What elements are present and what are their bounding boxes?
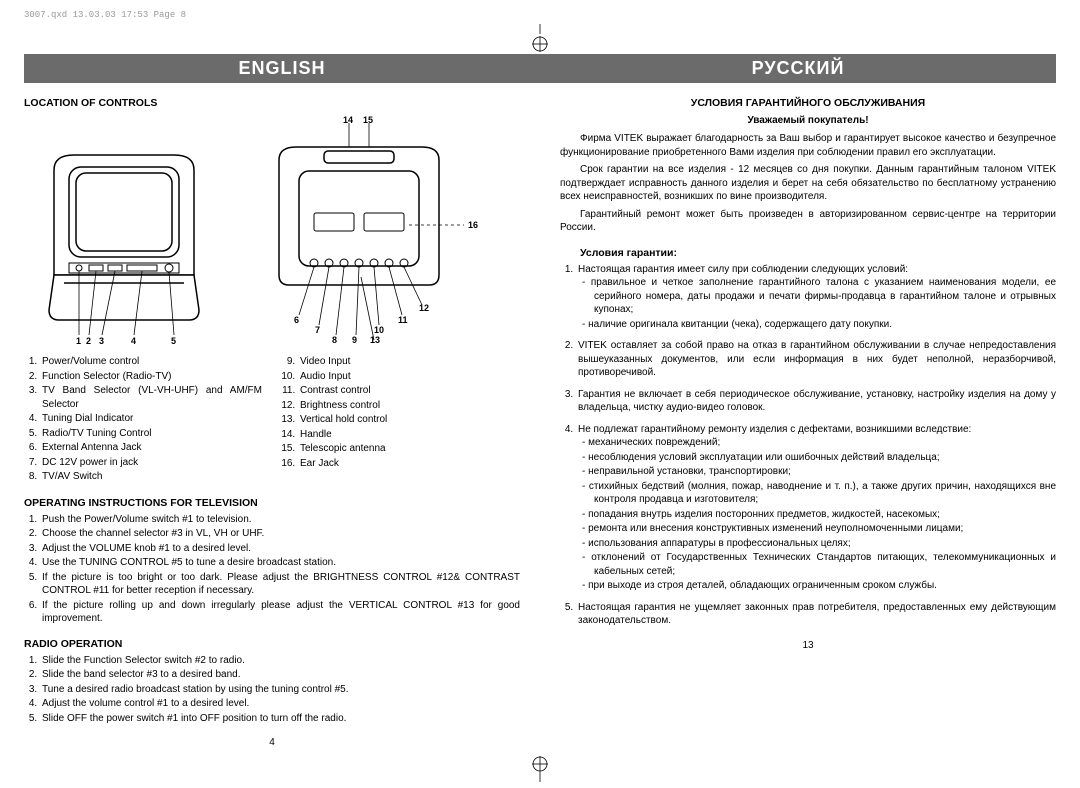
legend-item: Handle <box>298 428 520 442</box>
radio-instructions-list: Slide the Function Selector switch #2 to… <box>24 654 520 726</box>
warranty-para: Гарантийный ремонт может быть произведен… <box>560 208 1056 235</box>
legend-item: Tuning Dial Indicator <box>40 412 262 426</box>
legend-item: Vertical hold control <box>298 413 520 427</box>
condition-subitem: стихийных бедствий (молния, пожар, навод… <box>592 480 1056 507</box>
legend-list-b: Video Input Audio Input Contrast control… <box>282 355 520 470</box>
legend-item: Radio/TV Tuning Control <box>40 427 262 441</box>
instruction-item: Slide OFF the power switch #1 into OFF p… <box>40 712 520 726</box>
svg-text:1: 1 <box>76 336 81 345</box>
controls-legend: Power/Volume control Function Selector (… <box>24 355 520 485</box>
instruction-item: Adjust the VOLUME knob #1 to a desired l… <box>40 542 520 556</box>
condition-item: VITEK оставляет за собой право на отказ … <box>576 339 1056 380</box>
instruction-item: Adjust the volume control #1 to a desire… <box>40 697 520 711</box>
legend-list-a: Power/Volume control Function Selector (… <box>24 355 262 484</box>
heading-warranty: УСЛОВИЯ ГАРАНТИЙНОГО ОБСЛУЖИВАНИЯ <box>560 97 1056 109</box>
instruction-item: Push the Power/Volume switch #1 to telev… <box>40 513 520 527</box>
svg-text:12: 12 <box>419 303 429 313</box>
svg-text:3: 3 <box>99 336 104 345</box>
svg-text:8: 8 <box>332 335 337 345</box>
crop-mark-bottom <box>0 748 1080 785</box>
conditions-list: Настоящая гарантия имеет силу при соблюд… <box>560 263 1056 628</box>
figures-row: 1 2 3 4 5 14 <box>24 115 520 345</box>
condition-item: Настоящая гарантия не ущемляет законных … <box>576 601 1056 628</box>
banner-russian: РУССКИЙ <box>540 54 1056 83</box>
svg-text:9: 9 <box>352 335 357 345</box>
printer-header: 3007.qxd 13.03.03 17:53 Page 8 <box>0 0 1080 24</box>
legend-item: Power/Volume control <box>40 355 262 369</box>
instruction-item: Use the TUNING CONTROL #5 to tune a desi… <box>40 556 520 570</box>
svg-text:5: 5 <box>171 336 176 345</box>
condition-subitem: наличие оригинала квитанции (чека), соде… <box>592 318 1056 332</box>
svg-text:14: 14 <box>343 115 353 125</box>
svg-text:6: 6 <box>294 315 299 325</box>
banner-english: ENGLISH <box>24 54 540 83</box>
legend-item: Contrast control <box>298 384 520 398</box>
heading-radio-operation: RADIO OPERATION <box>24 638 520 650</box>
condition-subitem: при выходе из строя деталей, обладающих … <box>592 579 1056 593</box>
column-english: LOCATION OF CONTROLS <box>24 93 520 748</box>
condition-item: Гарантия не включает в себя периодическо… <box>576 388 1056 415</box>
instruction-item: Slide the band selector #3 to a desired … <box>40 668 520 682</box>
legend-item: DC 12V power in jack <box>40 456 262 470</box>
instruction-item: Slide the Function Selector switch #2 to… <box>40 654 520 668</box>
legend-item: Telescopic antenna <box>298 442 520 456</box>
column-russian: УСЛОВИЯ ГАРАНТИЙНОГО ОБСЛУЖИВАНИЯ Уважае… <box>560 93 1056 748</box>
condition-subitem: правильное и четкое заполнение гарантийн… <box>592 276 1056 317</box>
condition-item: Не подлежат гарантийному ремонту изделия… <box>576 423 1056 593</box>
crop-mark-top <box>0 24 1080 54</box>
svg-text:2: 2 <box>86 336 91 345</box>
condition-subitem: механических повреждений; <box>592 436 1056 450</box>
language-banner-row: ENGLISH РУССКИЙ <box>24 54 1056 83</box>
figure-tv-front: 1 2 3 4 5 <box>24 135 224 345</box>
svg-text:4: 4 <box>131 336 136 345</box>
condition-sublist: правильное и четкое заполнение гарантийн… <box>578 276 1056 331</box>
condition-item: Настоящая гарантия имеет силу при соблюд… <box>576 263 1056 332</box>
condition-subitem: неправильной установки, транспортировки; <box>592 465 1056 479</box>
condition-subitem: попадания внутрь изделия посторонних пре… <box>592 508 1056 522</box>
figure-tv-rear: 14 15 <box>244 115 484 345</box>
legend-item: Ear Jack <box>298 457 520 471</box>
instruction-item: Tune a desired radio broadcast station b… <box>40 683 520 697</box>
instruction-item: If the picture is too bright or too dark… <box>40 571 520 598</box>
tv-instructions-list: Push the Power/Volume switch #1 to telev… <box>24 513 520 626</box>
page-number-left: 4 <box>24 737 520 748</box>
legend-item: Audio Input <box>298 370 520 384</box>
condition-subitem: ремонта или внесения конструктивных изме… <box>592 522 1056 536</box>
warranty-para: Фирма VITEK выражает благодарность за Ва… <box>560 132 1056 159</box>
condition-subitem: использования аппаратуры в профессиональ… <box>592 537 1056 551</box>
instruction-item: If the picture rolling up and down irreg… <box>40 599 520 626</box>
page-number-right: 13 <box>560 640 1056 651</box>
legend-item: Brightness control <box>298 399 520 413</box>
svg-text:15: 15 <box>363 115 373 125</box>
legend-item: External Antenna Jack <box>40 441 262 455</box>
legend-item: TV/AV Switch <box>40 470 262 484</box>
salutation: Уважаемый покупатель! <box>560 115 1056 126</box>
legend-item: TV Band Selector (VL-VH-UHF) and AM/FM S… <box>40 384 262 411</box>
heading-tv-instructions: OPERATING INSTRUCTIONS FOR TELEVISION <box>24 497 520 509</box>
heading-location-controls: LOCATION OF CONTROLS <box>24 97 520 109</box>
svg-text:10: 10 <box>374 325 384 335</box>
legend-item: Function Selector (Radio-TV) <box>40 370 262 384</box>
svg-text:7: 7 <box>315 325 320 335</box>
svg-text:13: 13 <box>370 335 380 345</box>
condition-subitem: отклонений от Государственных Технически… <box>592 551 1056 578</box>
svg-text:11: 11 <box>398 315 408 325</box>
svg-text:16: 16 <box>468 220 478 230</box>
warranty-para: Срок гарантии на все изделия - 12 месяце… <box>560 163 1056 204</box>
condition-sublist: механических повреждений; несоблюдения у… <box>578 436 1056 593</box>
condition-subitem: несоблюдения условий эксплуатации или ош… <box>592 451 1056 465</box>
instruction-item: Choose the channel selector #3 in VL, VH… <box>40 527 520 541</box>
legend-item: Video Input <box>298 355 520 369</box>
heading-conditions: Условия гарантии: <box>560 247 1056 259</box>
